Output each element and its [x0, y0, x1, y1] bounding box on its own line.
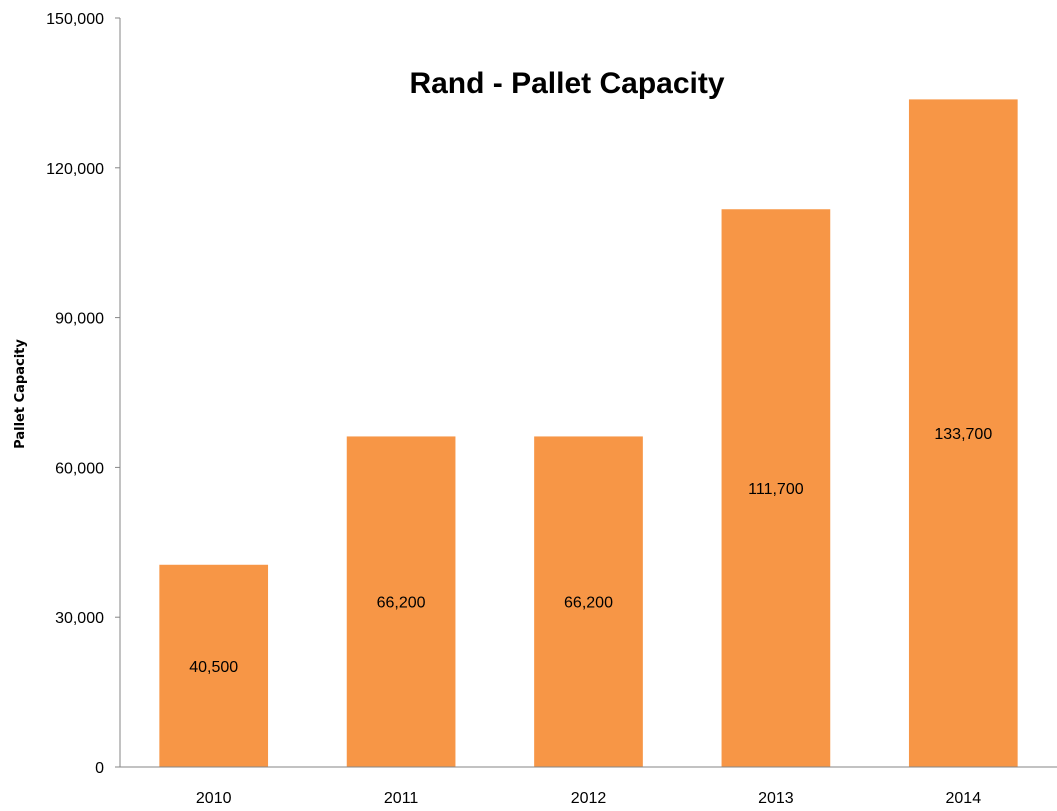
bar-2011: [346, 436, 456, 767]
x-tick-label-2014: 2014: [946, 790, 982, 807]
y-axis-ticks: 0 30,000 60,000 90,000 120,000 150,000: [46, 11, 120, 777]
data-label-2013: 111,700: [748, 481, 804, 498]
chart-title: Rand - Pallet Capacity: [409, 67, 724, 100]
y-tick-label: 90,000: [55, 311, 104, 328]
x-tick-label-2011: 2011: [384, 790, 419, 807]
bar-2014: [908, 99, 1018, 767]
bar-2013: [721, 209, 831, 768]
y-tick-label: 60,000: [55, 460, 104, 477]
y-tick-label: 30,000: [55, 610, 104, 627]
y-tick-label: 120,000: [46, 161, 104, 178]
bars: [159, 99, 1018, 768]
data-labels: 40,500 66,200 66,200 111,700 133,700: [189, 426, 992, 676]
data-label-2012: 66,200: [564, 595, 613, 612]
data-label-2014: 133,700: [934, 426, 992, 443]
y-axis-title: Pallet Capacity: [13, 339, 28, 449]
y-tick-label: 150,000: [46, 11, 104, 28]
data-label-2010: 40,500: [189, 659, 238, 676]
x-tick-label-2012: 2012: [571, 790, 607, 807]
y-tick-label: 0: [95, 760, 104, 777]
x-axis-ticks: 2010 2011 2012 2013 2014: [196, 790, 981, 807]
bar-2012: [534, 436, 643, 767]
bar-2010: [159, 564, 269, 767]
data-label-2011: 66,200: [377, 595, 426, 612]
x-tick-label-2010: 2010: [196, 790, 232, 807]
x-tick-label-2013: 2013: [758, 790, 794, 807]
